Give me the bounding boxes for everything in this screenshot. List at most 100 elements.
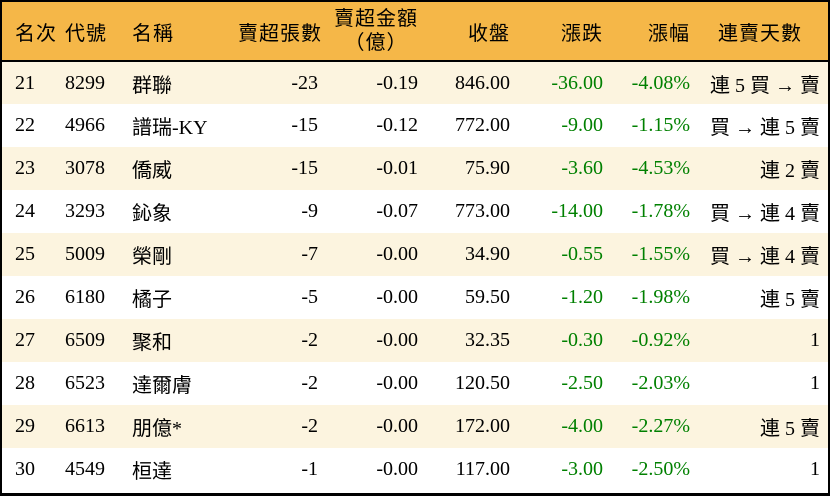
cell-net-sell-amount: -0.00	[376, 329, 418, 351]
cell-code: 3078	[65, 157, 105, 179]
cell-code: 6509	[65, 329, 105, 351]
cell-net-sell-lots: -23	[291, 71, 318, 94]
cell-net-sell-lots: -1	[301, 458, 318, 480]
cell-net-sell-lots: -2	[301, 329, 318, 351]
cell-name: 榮剛	[132, 246, 172, 268]
table-row: 23 3078 僑威 -15 -0.01 75.90 -3.60 -4.53% 連 2 賣	[2, 147, 828, 190]
cell-rank: 29	[15, 415, 35, 437]
col-header-close: 收盤	[422, 2, 514, 62]
cell-change: -2.50	[561, 372, 603, 394]
net-sell-amount-header-stack: 賣超金額 （億）	[334, 7, 418, 55]
col-header-rank: 名次	[2, 2, 57, 62]
table-header: 名次 代號 名稱 賣超張數 賣超金額 （億） 收盤 漲跌 漲幅 連賣天數	[2, 2, 828, 62]
cell-change: -0.55	[561, 243, 603, 265]
net-sell-amount-header-main: 賣超金額	[334, 8, 418, 30]
col-header-change-pct: 漲幅	[607, 2, 694, 62]
cell-close: 846.00	[455, 71, 510, 94]
cell-net-sell-amount: -0.12	[376, 114, 418, 136]
cell-change-pct: -2.03%	[631, 372, 690, 394]
cell-rank: 23	[15, 157, 35, 179]
cell-change: -9.00	[561, 114, 603, 136]
cell-change-pct: -1.15%	[631, 114, 690, 136]
col-header-code: 代號	[57, 2, 120, 62]
table-row: 28 6523 達爾膚 -2 -0.00 120.50 -2.50 -2.03% 1	[2, 362, 828, 405]
cell-change-pct: -0.92%	[631, 329, 690, 351]
cell-name: 朋億*	[132, 418, 182, 440]
cell-code: 3293	[65, 200, 105, 222]
cell-net-sell-lots: -9	[301, 200, 318, 222]
cell-change-pct: -2.27%	[631, 415, 690, 437]
cell-streak: 買 → 連 4 賣	[710, 246, 820, 268]
cell-change-pct: -4.53%	[631, 157, 690, 179]
cell-net-sell-amount: -0.19	[376, 71, 418, 94]
cell-name: 橘子	[132, 289, 172, 311]
cell-code: 6180	[65, 286, 105, 308]
cell-rank: 21	[15, 71, 35, 94]
cell-code: 6523	[65, 372, 105, 394]
cell-rank: 22	[15, 114, 35, 136]
cell-code: 4966	[65, 114, 105, 136]
cell-rank: 25	[15, 243, 35, 265]
cell-rank: 28	[15, 372, 35, 394]
cell-change-pct: -4.08%	[631, 71, 690, 94]
cell-net-sell-amount: -0.00	[376, 286, 418, 308]
cell-close: 773.00	[455, 200, 510, 222]
col-header-streak: 連賣天數	[694, 2, 828, 62]
cell-close: 75.90	[465, 157, 510, 179]
table-row: 21 8299 群聯 -23 -0.19 846.00 -36.00 -4.08% 連 5 買 …	[2, 61, 828, 104]
cell-streak: 買 → 連 4 賣	[710, 203, 820, 225]
cell-close: 32.35	[465, 329, 510, 351]
cell-change: -1.20	[561, 286, 603, 308]
cell-net-sell-amount: -0.00	[376, 415, 418, 437]
cell-close: 59.50	[465, 286, 510, 308]
cell-change: -3.60	[561, 157, 603, 179]
net-sell-amount-header-unit: （億）	[344, 32, 408, 54]
cell-streak: 連 5 買 → 賣	[710, 74, 820, 97]
cell-change: -3.00	[561, 458, 603, 480]
table-row: 29 6613 朋億* -2 -0.00 172.00 -4.00 -2.27% 連 5 賣	[2, 405, 828, 448]
cell-name: 群聯	[132, 74, 172, 97]
cell-name: 達爾膚	[132, 375, 192, 397]
cell-net-sell-lots: -2	[301, 415, 318, 437]
cell-change-pct: -2.50%	[631, 458, 690, 480]
header-row: 名次 代號 名稱 賣超張數 賣超金額 （億） 收盤 漲跌 漲幅 連賣天數	[2, 2, 828, 62]
cell-streak: 連 5 賣	[760, 289, 820, 311]
col-header-net-sell-lots: 賣超張數	[238, 2, 322, 62]
cell-change-pct: -1.55%	[631, 243, 690, 265]
col-header-name: 名稱	[120, 2, 238, 62]
cell-net-sell-amount: -0.07	[376, 200, 418, 222]
cell-change-pct: -1.98%	[631, 286, 690, 308]
cell-name: 桓達	[132, 461, 172, 483]
cell-close: 772.00	[455, 114, 510, 136]
table-row: 26 6180 橘子 -5 -0.00 59.50 -1.20 -1.98% 連 5 賣	[2, 276, 828, 319]
cell-rank: 27	[15, 329, 35, 351]
cell-net-sell-amount: -0.00	[376, 243, 418, 265]
cell-name: 聚和	[132, 332, 172, 354]
cell-name: 鈊象	[132, 203, 172, 225]
table-row: 27 6509 聚和 -2 -0.00 32.35 -0.30 -0.92% 1	[2, 319, 828, 362]
cell-close: 117.00	[455, 458, 510, 480]
cell-net-sell-lots: -15	[291, 157, 318, 179]
cell-net-sell-amount: -0.01	[376, 157, 418, 179]
cell-code: 8299	[65, 71, 105, 94]
table-row: 25 5009 榮剛 -7 -0.00 34.90 -0.55 -1.55% 買 → 連 4 賣	[2, 233, 828, 276]
table-row: 30 4549 桓達 -1 -0.00 117.00 -3.00 -2.50% 1	[2, 448, 828, 491]
cell-change: -0.30	[561, 329, 603, 351]
cell-close: 172.00	[455, 415, 510, 437]
cell-rank: 24	[15, 200, 35, 222]
cell-name: 僑威	[132, 160, 172, 182]
cell-streak: 買 → 連 5 賣	[710, 117, 820, 139]
cell-change: -36.00	[551, 71, 603, 94]
col-header-change: 漲跌	[514, 2, 607, 62]
cell-rank: 30	[15, 458, 35, 480]
cell-close: 120.50	[455, 372, 510, 394]
cell-net-sell-amount: -0.00	[376, 372, 418, 394]
cell-close: 34.90	[465, 243, 510, 265]
cell-net-sell-lots: -15	[291, 114, 318, 136]
cell-streak: 1	[810, 329, 820, 351]
cell-code: 4549	[65, 458, 105, 480]
cell-change: -4.00	[561, 415, 603, 437]
cell-streak: 1	[810, 458, 820, 480]
